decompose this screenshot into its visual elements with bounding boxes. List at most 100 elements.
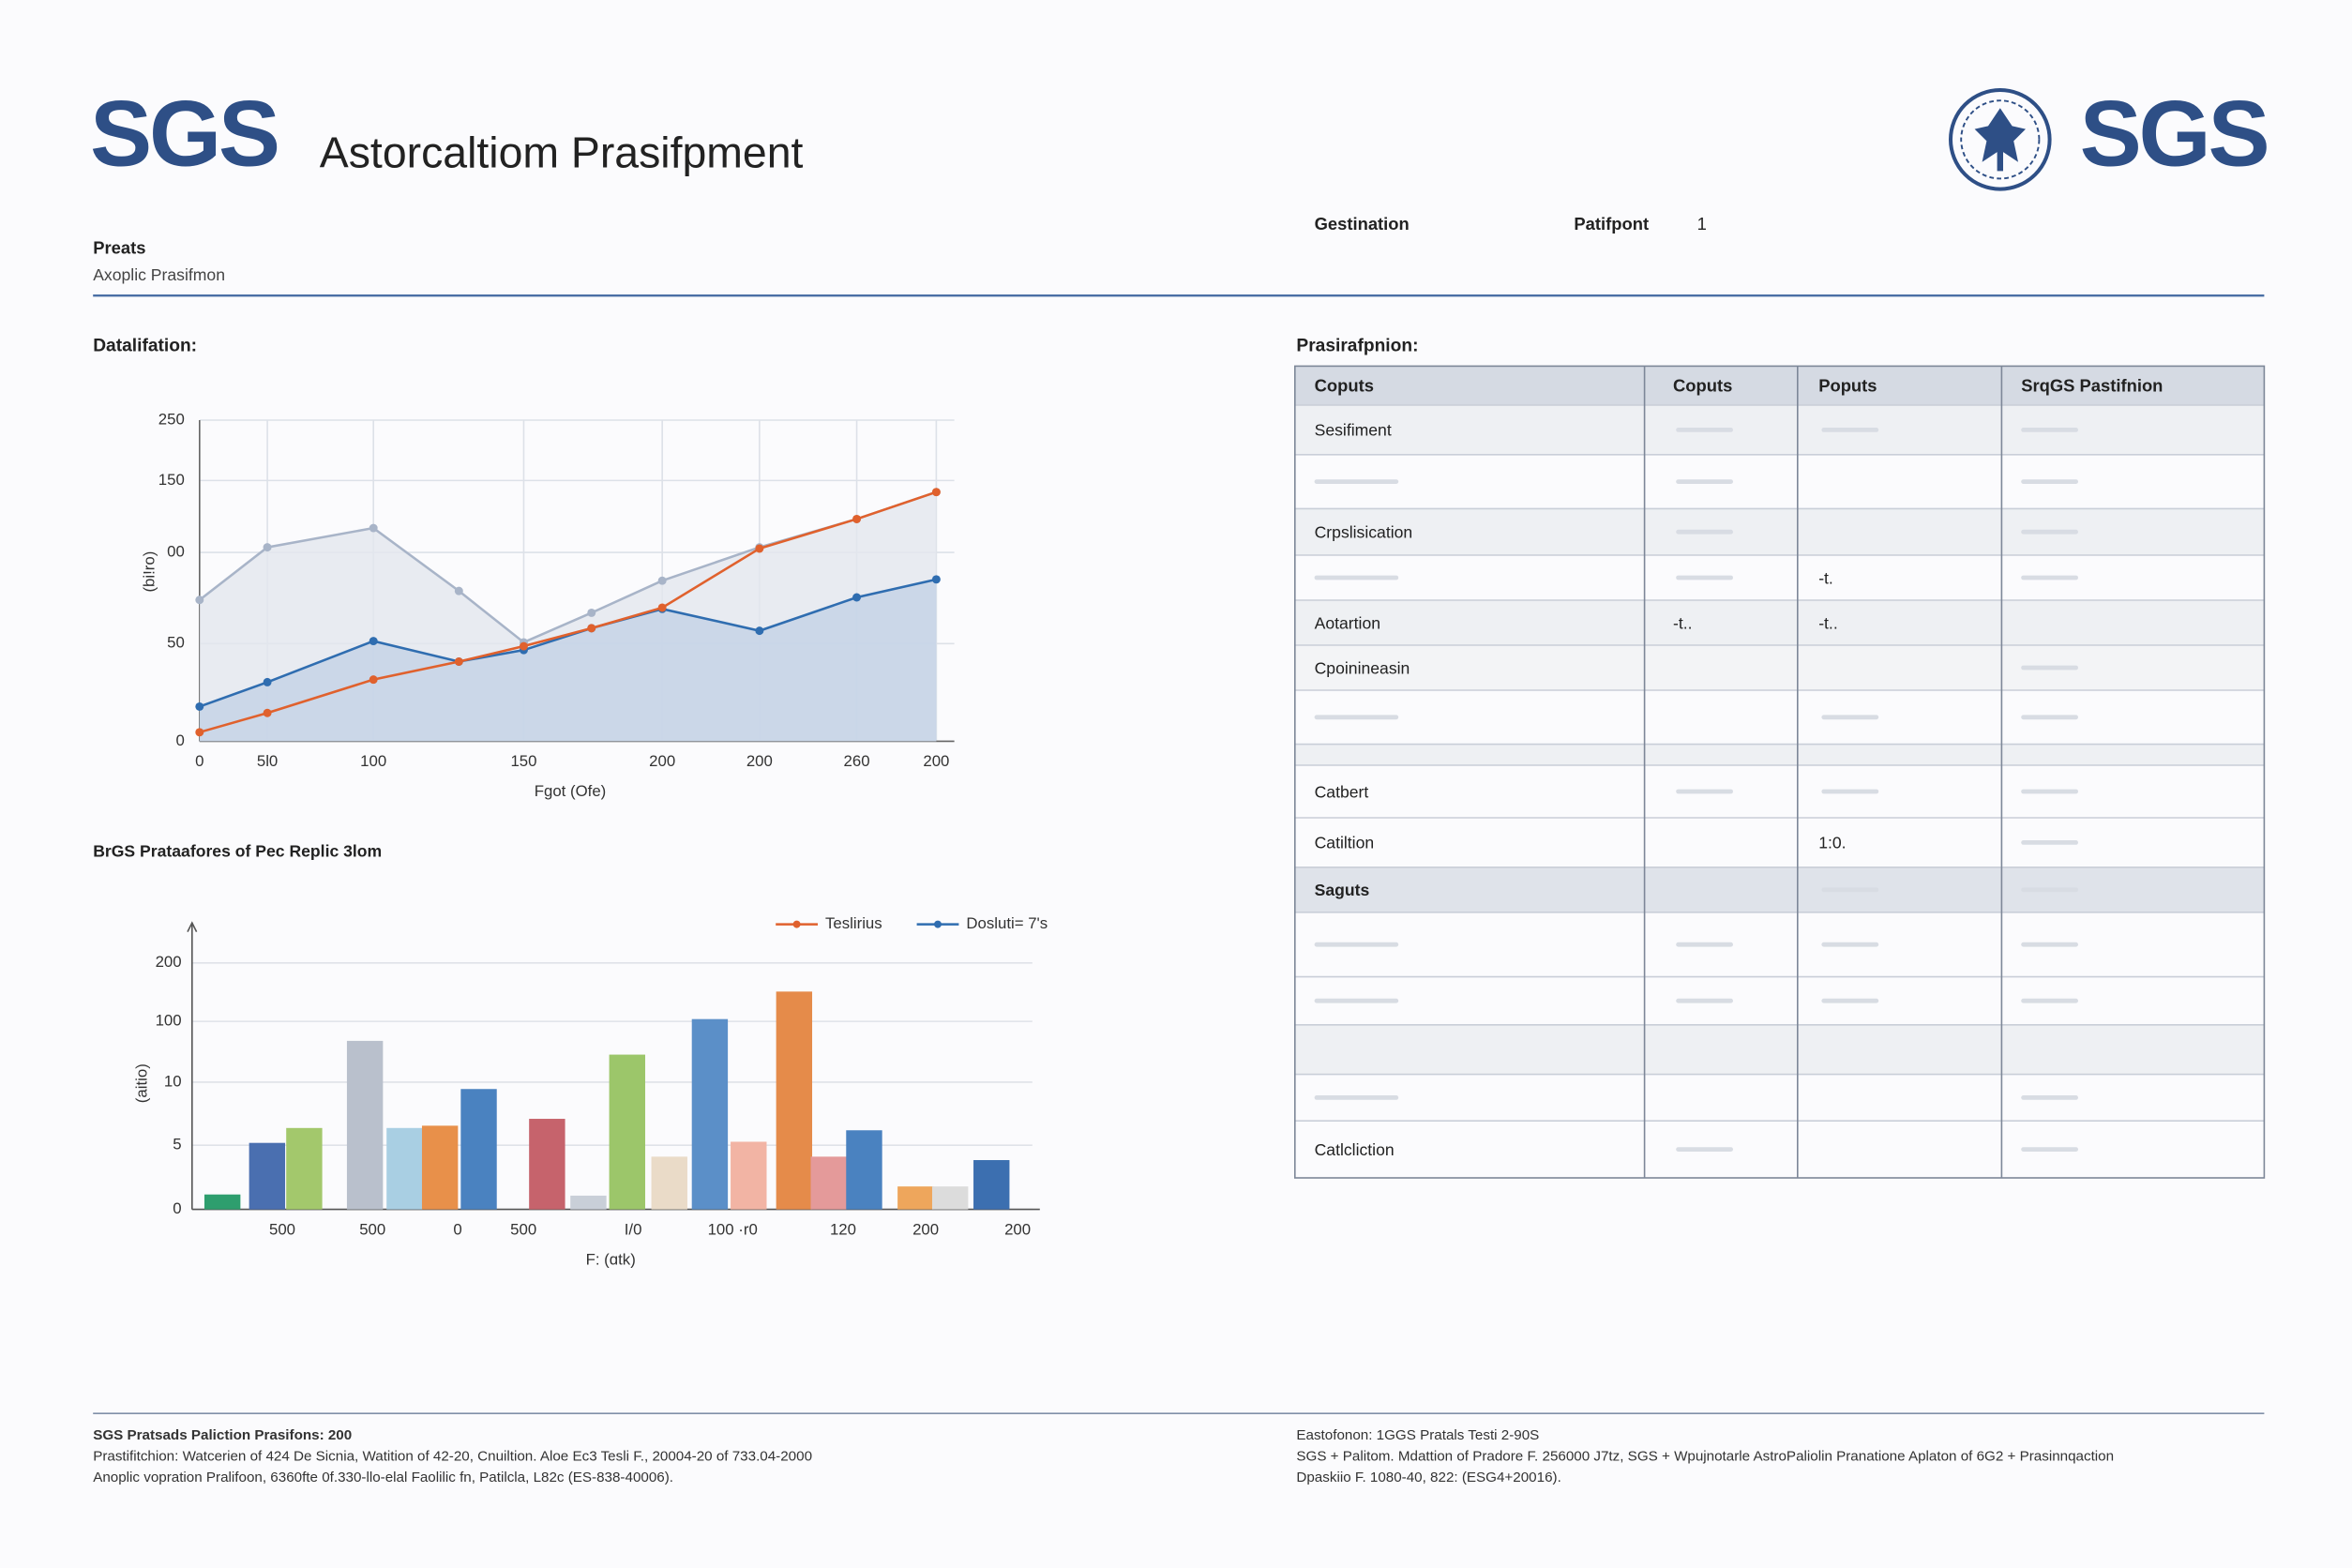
bar [691,1018,729,1210]
bar [810,1156,847,1210]
placeholder [1821,942,1879,947]
bar [731,1141,767,1210]
y-tick-label: 150 [158,471,185,489]
y-tick-label: 50 [167,634,185,652]
x-tick-label: 260 [844,752,870,770]
legend-marker [934,920,942,928]
bar [973,1160,1010,1210]
report-title: Astorcaltiom Prasifpment [320,128,804,177]
x-tick-label: 500 [269,1220,295,1238]
point [454,586,463,596]
placeholder [2021,479,2078,484]
placeholder [2021,529,2078,535]
bar [609,1054,645,1210]
area [199,579,937,742]
point [519,641,528,651]
placeholder [1821,715,1879,720]
placeholder [1314,1095,1399,1100]
point [263,677,272,686]
placeholder [2021,575,2078,580]
point [263,708,272,717]
table-cell: -t. [1818,568,1833,587]
x-tick-label: 200 [1004,1220,1031,1238]
column-header: Poputs [1818,376,1877,396]
placeholder [1314,715,1399,720]
bar [529,1119,565,1210]
footer-text: SGS Pratsads Paliction Prasifons: 200 [93,1427,352,1443]
placeholder [1314,575,1399,580]
x-tick-label: 120 [830,1220,856,1238]
x-tick-label: 200 [746,752,773,770]
point [587,624,596,633]
x-axis-label: F: (ɑtk) [586,1250,636,1268]
point [852,514,862,523]
legend-label: Teslirius [825,914,882,932]
point [369,523,378,533]
x-tick-label: I/0 [625,1220,642,1238]
y-axis-label: (bi!ro) [140,551,158,593]
point [369,675,378,685]
y-tick-label: 5 [173,1136,181,1153]
x-tick-label: 500 [359,1220,385,1238]
placeholder [2021,789,2078,794]
bar [346,1040,384,1210]
point [369,637,378,646]
x-tick-label: 100 [360,752,386,770]
axis-arrow [187,921,198,932]
y-tick-label: 200 [156,953,182,971]
line [199,490,937,734]
placeholder [1676,529,1733,535]
footer-text: Anoplic vopration Pralifoon, 6360fte 0f.… [93,1470,673,1485]
point [657,576,667,585]
logo-left: SGS [90,83,278,187]
placeholder [2021,665,2078,671]
row-shade [1294,1024,2265,1075]
table-border [1294,365,2266,1179]
point [587,608,596,617]
row-shade [1294,508,2265,555]
placeholder [1676,789,1733,794]
y-tick-label: 250 [158,410,185,428]
placeholder [1314,479,1399,484]
placeholder [2021,1147,2078,1152]
x-tick-label: 5l0 [257,752,278,770]
y-tick-label: 00 [167,543,185,561]
bar [651,1156,687,1210]
placeholder [1314,942,1399,947]
point [454,657,463,666]
bar [846,1130,882,1210]
column-header: Coputs [1673,376,1732,396]
x-tick-label: 200 [923,752,949,770]
header-field: Gestination [1315,214,1410,234]
legend-marker [792,920,801,928]
y-tick-label: 100 [156,1012,182,1030]
y-axis-label: (aitio) [132,1063,150,1103]
table-heading: Prasirafpnion: [1296,337,1418,356]
column-header: Coputs [1315,376,1374,396]
x-tick-label: 100 ·r0 [708,1220,758,1238]
y-tick-label: 0 [173,1199,181,1217]
chart-title: BrGS Prataafores of Pec Replic 3lom [93,841,382,860]
table-cell: Catbert [1315,782,1369,801]
placeholder [2021,998,2078,1003]
point [755,626,764,636]
point [755,544,764,553]
x-tick-label: 0 [453,1220,461,1238]
placeholder [1676,1147,1733,1152]
row-shade [1294,645,2265,690]
x-tick-label: 200 [649,752,675,770]
placeholder [1821,887,1879,893]
point [852,593,862,602]
column-header: SrqGS Pastifnion [2021,376,2163,396]
table-cell: Catiltion [1315,834,1375,852]
bar [386,1127,423,1210]
placeholder [1676,998,1733,1003]
placeholder [1821,428,1879,432]
footer-text: Dpaskiio F. 1080-40, 822: (ESG4+20016). [1296,1470,1560,1485]
row-shade [1294,600,2265,645]
y-tick-label: 10 [164,1072,182,1090]
bar [286,1127,323,1210]
bar [570,1195,607,1210]
point [263,543,272,552]
